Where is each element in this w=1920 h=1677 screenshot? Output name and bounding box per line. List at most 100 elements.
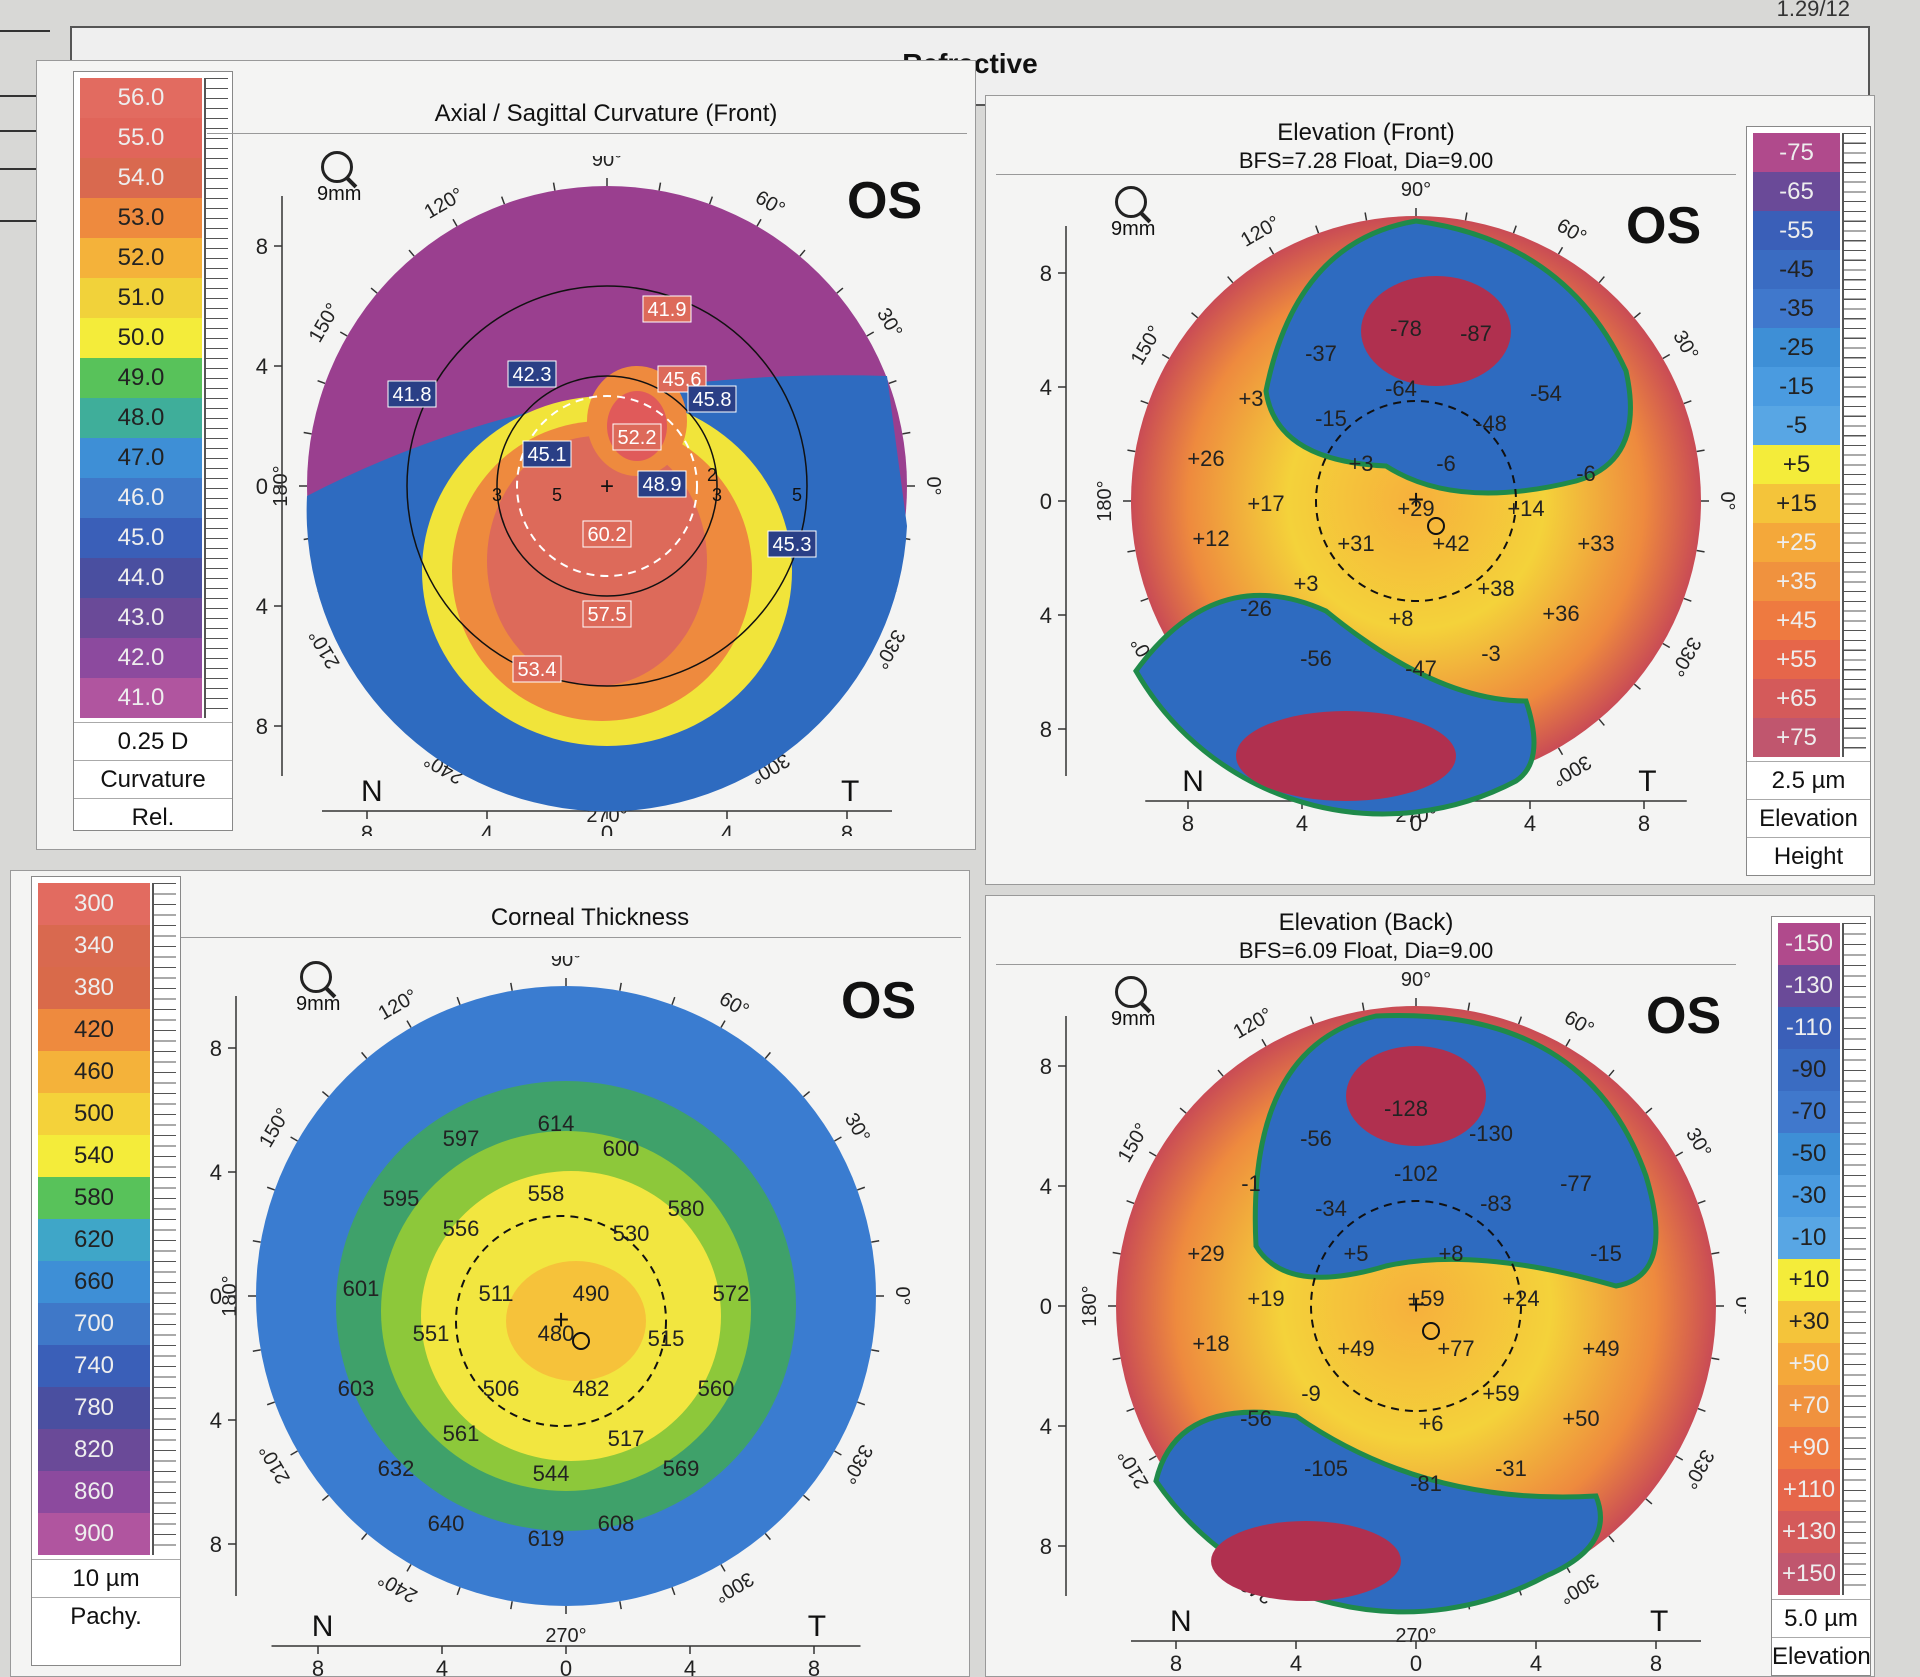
angle-label: 240°: [375, 1567, 422, 1607]
scale-cell: -35: [1753, 289, 1840, 328]
angle-label: 330°: [1665, 633, 1705, 680]
x-tick-label: 0: [1410, 811, 1422, 836]
thickness-value: 561: [443, 1421, 480, 1446]
ring-label: 5: [552, 485, 562, 505]
elevation-value: -56: [1300, 1126, 1332, 1151]
value-box: [512, 655, 562, 683]
elevation-value: +3: [1348, 451, 1373, 476]
angle-tick: [1683, 597, 1692, 602]
angle-tick: [720, 1020, 726, 1028]
pupil-outline: [1315, 400, 1517, 602]
scale-cell: 43.0: [80, 598, 202, 638]
elevation-value: +49: [1337, 1336, 1374, 1361]
curvature-value: 48.9: [643, 474, 682, 496]
angle-tick: [764, 1532, 771, 1541]
magnifier-icon[interactable]: 9mm: [1111, 186, 1155, 241]
magnifier-icon[interactable]: 9mm: [317, 151, 361, 206]
magnifier-icon[interactable]: 9mm: [296, 961, 340, 1016]
angle-tick: [510, 1601, 513, 1610]
angle-tick: [1697, 1199, 1706, 1205]
scale-cell: 660: [38, 1261, 150, 1303]
x-tick-label: 4: [1290, 1651, 1302, 1676]
angle-tick: [802, 1091, 811, 1098]
angle-tick: [1608, 1535, 1615, 1543]
scale-cell: 580: [38, 1177, 150, 1219]
elevation-front-map[interactable]: 90°60°30°0°330°300°270°240°210°180°150°1…: [986, 181, 1746, 881]
angle-tick: [1633, 312, 1641, 319]
scale-cell: -5: [1753, 406, 1840, 445]
value-box: [642, 295, 692, 323]
scale-step: 2.5 µm: [1747, 761, 1870, 800]
y-tick-label: 8: [210, 1532, 222, 1557]
thickness-value: 530: [613, 1221, 650, 1246]
scale-cell: 780: [38, 1387, 150, 1429]
angle-label: 180°: [1094, 480, 1116, 521]
elevation-back-subtitle: BFS=6.09 Float, Dia=9.00: [1238, 938, 1494, 963]
angle-label: 0°: [922, 476, 944, 495]
angle-tick: [1112, 1357, 1121, 1361]
angle-tick: [619, 1601, 622, 1610]
value-box: [582, 520, 632, 548]
scale-cell: 56.0: [80, 78, 202, 118]
elevation-value: -6: [1436, 451, 1456, 476]
curvature-value: 45.1: [528, 444, 567, 466]
angle-tick: [1662, 353, 1671, 360]
angle-tick: [1261, 1038, 1267, 1047]
angle-tick: [1126, 1407, 1135, 1413]
pupil-outline: [1310, 1200, 1522, 1412]
scale-ticks: [152, 883, 176, 1555]
elevation-value: -77: [1560, 1171, 1592, 1196]
elevation-front-color-scale: -75 -65 -55 -45 -35 -25 -15 -5 +5 +15 +25 +35 +45 +55…: [1746, 126, 1871, 876]
angle-tick: [1675, 1151, 1684, 1157]
angle-label: 30°: [1668, 327, 1702, 364]
elevation-value: +77: [1437, 1336, 1474, 1361]
angle-label: 120°: [1230, 1004, 1277, 1044]
ring-label: 3: [712, 485, 722, 505]
elevation-front-subtitle: BFS=7.28 Float, Dia=9.00: [1238, 148, 1494, 173]
x-tick-label: 8: [1170, 1651, 1182, 1676]
angle-tick: [252, 1240, 261, 1243]
value-box: [612, 423, 662, 451]
elevation-front-panel: Elevation (Front) BFS=7.28 Float, Dia=9.…: [985, 95, 1875, 885]
angle-tick: [266, 1186, 275, 1191]
axial-curvature-map[interactable]: 90°60°30°0°330°300°270°240°210°180°150°1…: [217, 156, 976, 836]
corneal-thickness-map[interactable]: 90°60°30°0°330°300°270°240°210°180°150°1…: [191, 956, 970, 1676]
elevation-back-map[interactable]: 90°60°30°0°330°300°270°240°210°180°150°1…: [986, 971, 1746, 1676]
zoom-label: 9mm: [317, 183, 362, 205]
scale-cell: -130: [1778, 965, 1840, 1007]
angle-tick: [252, 1349, 261, 1352]
thickness-value: 632: [378, 1456, 415, 1481]
y-tick-label: 4: [210, 1408, 222, 1433]
scale-cell: +25: [1753, 523, 1840, 562]
thickness-value: 608: [598, 1511, 635, 1536]
angle-tick: [406, 1020, 412, 1028]
temporal-label: T: [1638, 765, 1656, 798]
angle-tick: [1598, 276, 1605, 284]
angle-tick: [452, 218, 458, 227]
elevation-value: +3: [1238, 386, 1263, 411]
angle-label: 60°: [715, 988, 752, 1022]
elevation-value: -102: [1394, 1161, 1438, 1186]
thickness-value: 511: [478, 1281, 513, 1306]
angle-label: 330°: [837, 1441, 877, 1488]
thickness-value: 480: [538, 1321, 575, 1346]
scale-cell: 47.0: [80, 438, 202, 478]
scale-cell: +35: [1753, 562, 1840, 601]
elevation-back-panel: Elevation (Back) BFS=6.09 Float, Dia=9.0…: [985, 895, 1875, 1677]
elevation-value: +6: [1418, 1411, 1443, 1436]
thickness-value: 580: [668, 1196, 705, 1221]
pachy-color-scale: 300 340 380 420 460 500 540 580 620 660 700 740 780 8…: [31, 876, 181, 1666]
axial-panel-title: Axial / Sagittal Curvature (Front): [434, 100, 778, 127]
angle-tick: [1696, 549, 1705, 553]
angle-tick: [1697, 1407, 1706, 1413]
scale-cell: 52.0: [80, 238, 202, 278]
thickness-value: 614: [538, 1111, 575, 1136]
peak-zone: [1361, 276, 1511, 386]
magnifier-icon[interactable]: 9mm: [1111, 976, 1155, 1031]
angle-label: 30°: [872, 304, 906, 341]
y-tick-label: 0: [210, 1284, 222, 1309]
scale-cell: +70: [1778, 1385, 1840, 1427]
angle-label: 300°: [711, 1567, 758, 1607]
page-number: 1.29/12: [1776, 0, 1850, 21]
elevation-value: +33: [1577, 531, 1614, 556]
